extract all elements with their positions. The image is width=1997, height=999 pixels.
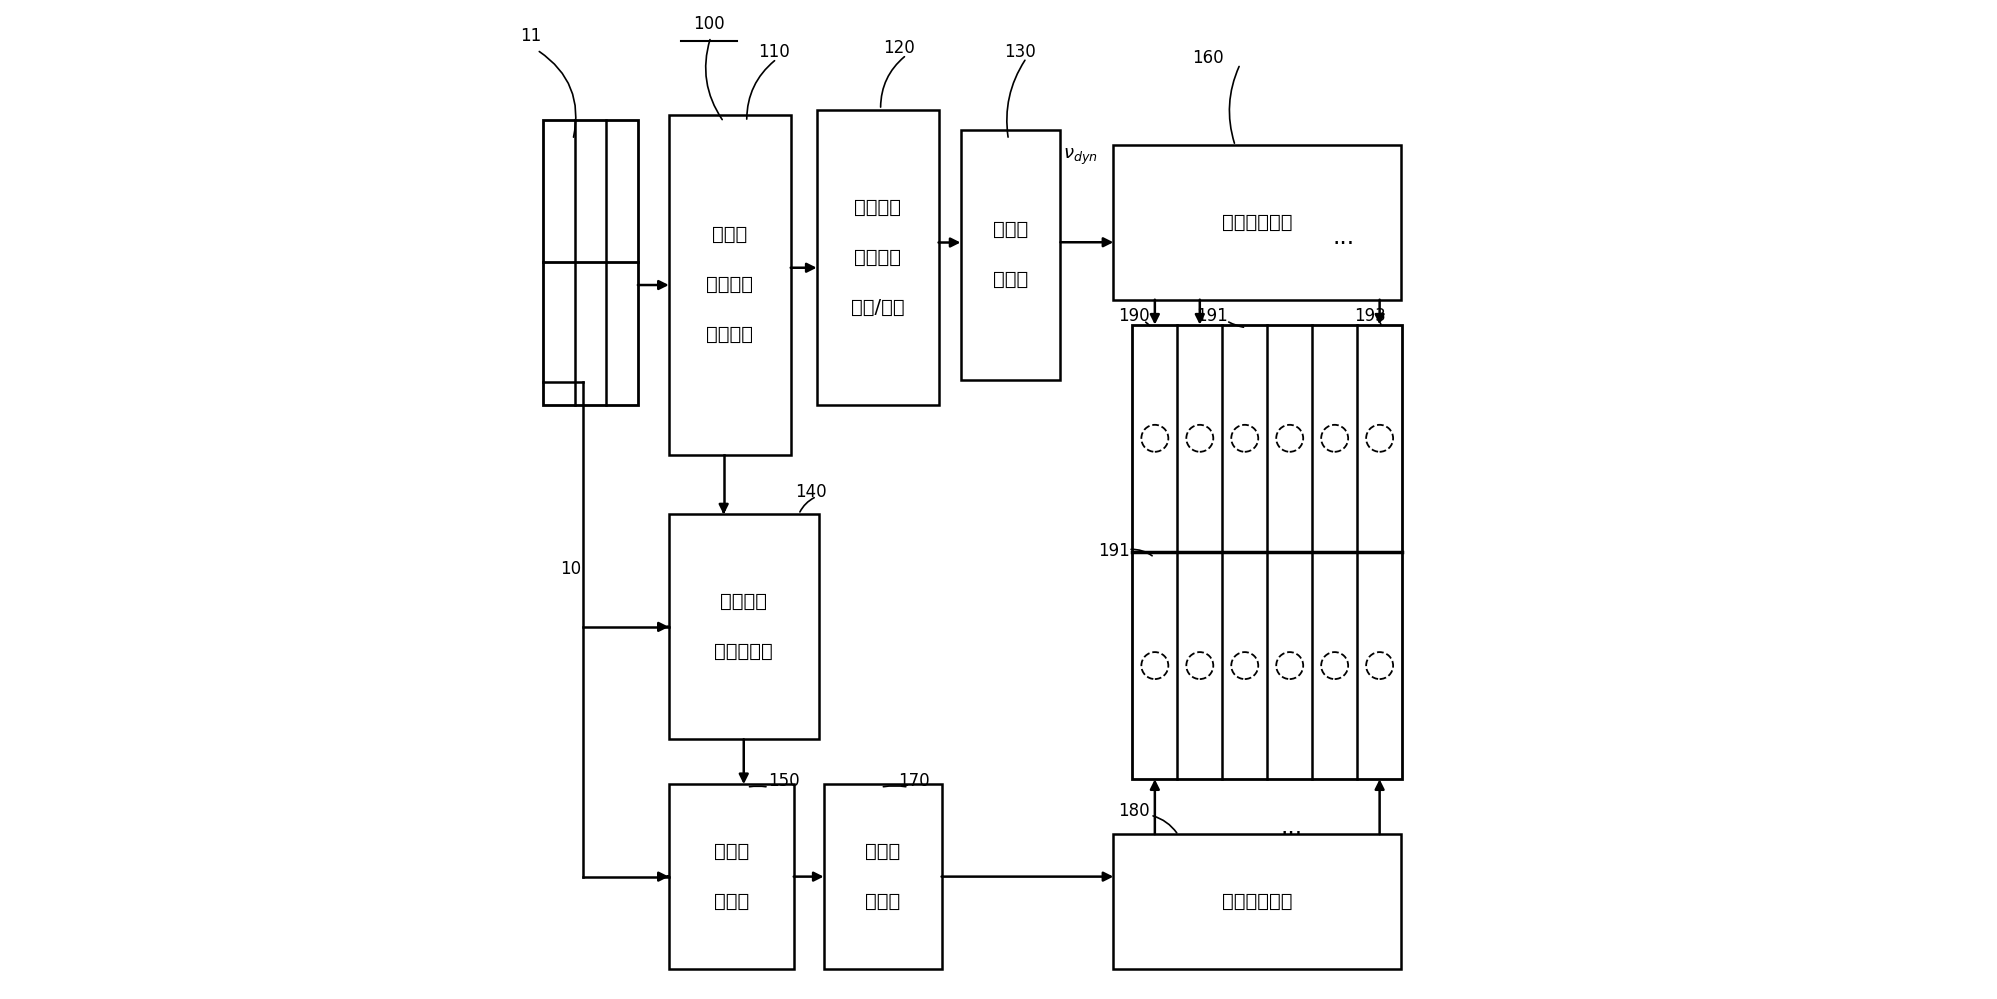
Text: 160: 160 (1192, 49, 1224, 67)
Text: 变化值决: 变化值决 (707, 275, 753, 295)
FancyBboxPatch shape (961, 130, 1060, 380)
Text: 面板驱动电路: 面板驱动电路 (1222, 892, 1292, 911)
Text: 170: 170 (899, 772, 929, 790)
Text: 191: 191 (1196, 307, 1228, 325)
Text: 11: 11 (521, 27, 541, 45)
FancyBboxPatch shape (1114, 834, 1402, 969)
Text: 定装置: 定装置 (713, 225, 747, 245)
Text: 区块明暗: 区块明暗 (707, 325, 753, 345)
Text: 背光扩散的: 背光扩散的 (715, 642, 773, 661)
FancyBboxPatch shape (669, 115, 791, 455)
Text: 120: 120 (883, 39, 915, 57)
Text: 影像补: 影像补 (713, 892, 749, 911)
Text: $\nu_{dyn}$: $\nu_{dyn}$ (1062, 147, 1098, 167)
Text: 130: 130 (1004, 43, 1036, 61)
Text: 191: 191 (1098, 542, 1130, 560)
FancyBboxPatch shape (817, 110, 939, 405)
Text: 制电路: 制电路 (865, 842, 901, 861)
Text: 节省优先: 节省优先 (855, 248, 901, 267)
FancyBboxPatch shape (1132, 325, 1402, 779)
Text: 决定装置: 决定装置 (855, 198, 901, 217)
Text: 190: 190 (1118, 307, 1150, 325)
Text: 110: 110 (757, 43, 789, 61)
Text: 193: 193 (1354, 307, 1386, 325)
Text: 偿装置: 偿装置 (713, 842, 749, 861)
Text: ...: ... (1280, 815, 1302, 839)
Text: 质量/功率: 质量/功率 (851, 298, 905, 317)
Text: 140: 140 (795, 483, 827, 500)
FancyBboxPatch shape (1114, 145, 1402, 300)
FancyBboxPatch shape (669, 784, 793, 969)
Text: 150: 150 (769, 772, 799, 790)
Text: 背光驱动电路: 背光驱动电路 (1222, 213, 1292, 232)
FancyBboxPatch shape (543, 120, 637, 405)
FancyBboxPatch shape (823, 784, 941, 969)
Text: 180: 180 (1118, 802, 1150, 820)
Text: 滤波器: 滤波器 (993, 220, 1028, 240)
Text: 时间上: 时间上 (993, 270, 1028, 290)
Text: 100: 100 (693, 15, 725, 33)
Text: ...: ... (1332, 225, 1354, 249)
FancyBboxPatch shape (669, 514, 819, 739)
Text: 10: 10 (561, 560, 581, 578)
Text: 近似装置: 近似装置 (721, 592, 767, 611)
Text: 时序控: 时序控 (865, 892, 901, 911)
